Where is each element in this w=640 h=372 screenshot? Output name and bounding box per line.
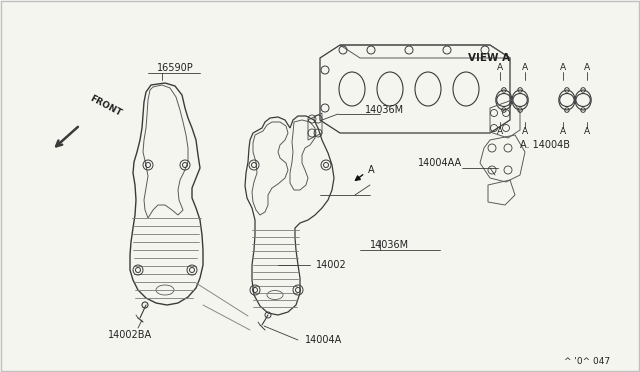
Text: 14036M: 14036M xyxy=(365,105,404,115)
Text: 14002: 14002 xyxy=(316,260,347,270)
Text: A: A xyxy=(368,165,374,175)
Text: 14002BA: 14002BA xyxy=(108,330,152,340)
Text: 14036M: 14036M xyxy=(370,240,409,250)
Text: A. 14004B: A. 14004B xyxy=(520,140,570,150)
Text: FRONT: FRONT xyxy=(88,94,123,118)
Text: A: A xyxy=(497,128,503,137)
Text: A: A xyxy=(584,128,590,137)
Text: A: A xyxy=(522,128,528,137)
Text: ^ '0^ 047: ^ '0^ 047 xyxy=(564,357,610,366)
Text: VIEW A: VIEW A xyxy=(468,53,510,63)
Text: 16590P: 16590P xyxy=(157,63,193,73)
Text: A: A xyxy=(560,64,566,73)
Text: 14004AA: 14004AA xyxy=(418,158,462,168)
Text: A: A xyxy=(522,64,528,73)
Text: A: A xyxy=(584,64,590,73)
Text: A: A xyxy=(497,64,503,73)
Text: 14004A: 14004A xyxy=(305,335,342,345)
Text: A: A xyxy=(560,128,566,137)
